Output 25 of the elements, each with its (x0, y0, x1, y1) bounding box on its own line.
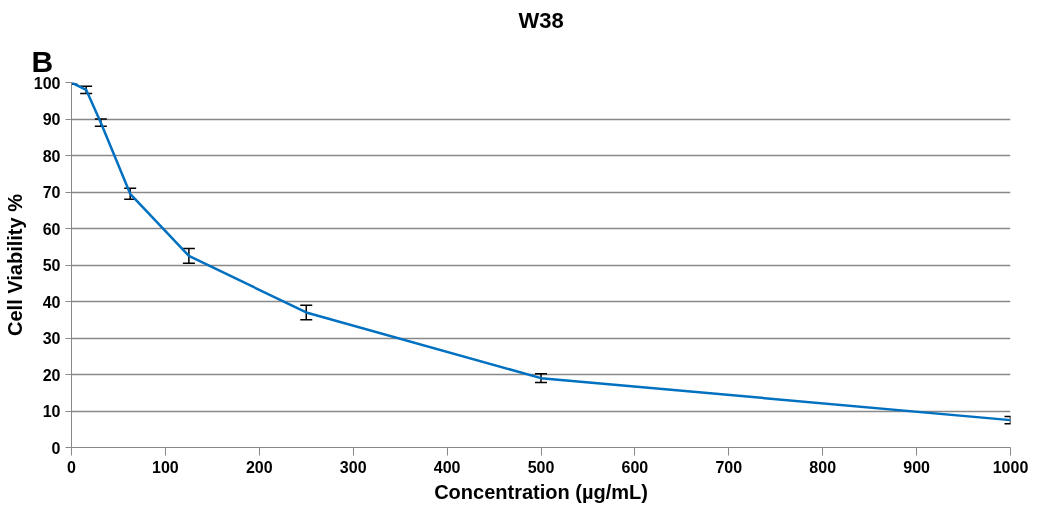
y-tick-label: 90 (42, 111, 61, 128)
x-tick-label: 300 (339, 458, 367, 476)
x-tick-label: 100 (152, 458, 179, 476)
x-tick-label: 500 (527, 458, 555, 476)
x-tick-label: 400 (433, 458, 461, 476)
x-tick-label: 0 (67, 458, 77, 476)
y-tick-label: 20 (42, 366, 61, 384)
x-tick-label: 900 (903, 458, 931, 476)
y-tick-label: 40 (42, 293, 61, 311)
y-tick-label: 10 (42, 403, 61, 420)
x-tick-label: 600 (621, 458, 649, 476)
y-tick-label: 70 (42, 184, 61, 201)
line-series (71, 82, 1011, 422)
y-tick-label: 0 (51, 439, 61, 457)
y-tick-label: 30 (42, 330, 61, 347)
x-tick-label: 700 (715, 458, 743, 476)
x-tick-label: 200 (245, 458, 273, 476)
x-axis-title: Concentration (µg/mL) (434, 480, 648, 503)
x-tick-label: 800 (809, 458, 837, 476)
y-axis-title: Cell Viability % (3, 193, 26, 336)
x-tick-label: 1000 (992, 458, 1029, 476)
chart-title: W38 (518, 7, 564, 33)
y-tick-label: 80 (42, 147, 61, 165)
y-tick-label: 60 (42, 220, 61, 238)
y-tick-label: 50 (42, 257, 61, 274)
